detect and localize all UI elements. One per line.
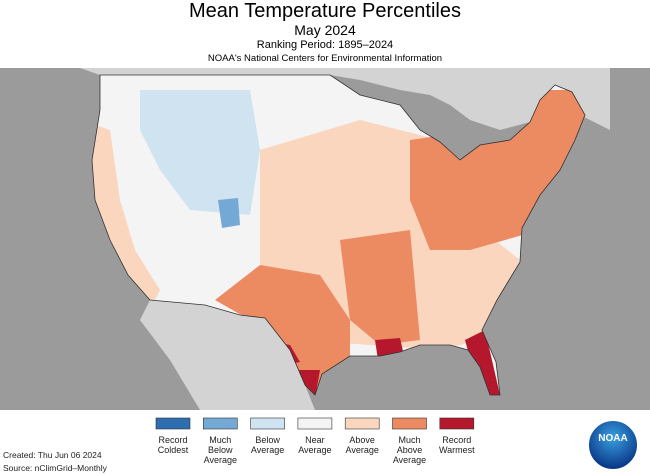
created: Created: Thu Jun 06 2024 (3, 450, 102, 460)
legend-swatch (203, 417, 238, 430)
legend-label: Record Warmest (438, 435, 475, 455)
legend-label: Much Above Average (392, 435, 427, 465)
source: Source: nClimGrid–Monthly (3, 463, 107, 473)
legend-label: Near Average (298, 435, 332, 455)
legend-swatch (344, 417, 380, 430)
south-much-above (340, 230, 420, 345)
us-outline (91, 74, 586, 396)
mexico (140, 300, 315, 410)
legend-swatch (297, 417, 333, 430)
much-below-region (218, 198, 240, 228)
florida-record (465, 330, 500, 395)
legend-swatch (250, 417, 285, 430)
title: Mean Temperature Percentiles (189, 0, 461, 22)
subtitle: May 2024 (294, 22, 356, 38)
logo-text: NOAA (598, 433, 627, 444)
legend-label: Above Average (345, 435, 379, 455)
texas-much-above (215, 265, 350, 395)
ranking-period: Ranking Period: 1895–2024 (256, 39, 394, 51)
legend (155, 417, 475, 430)
legend-swatch (439, 417, 475, 430)
legend-label: Record Coldest (157, 435, 189, 455)
legend-swatch (392, 417, 427, 430)
source-org: NOAA's National Centers for Environmenta… (207, 53, 443, 64)
legend-label: Much Below Average (203, 435, 237, 465)
below-region (140, 90, 260, 215)
legend-label: Below Average (250, 435, 285, 455)
legend-swatch (155, 417, 191, 430)
noaa-logo (587, 419, 639, 471)
canada (60, 68, 610, 130)
